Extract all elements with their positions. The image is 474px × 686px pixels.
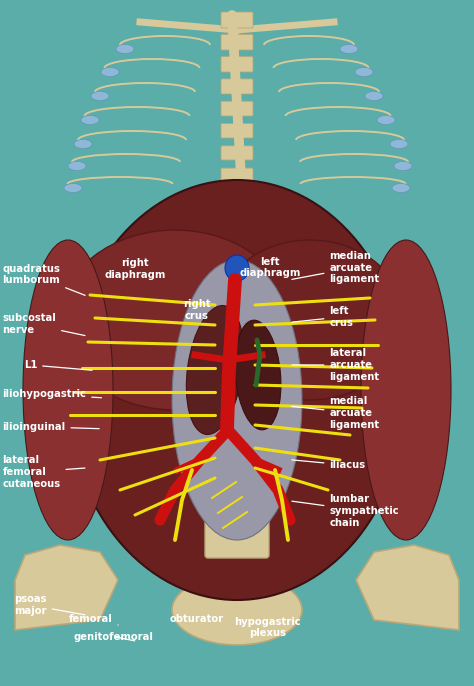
FancyBboxPatch shape [205, 512, 269, 558]
FancyBboxPatch shape [221, 168, 253, 182]
Ellipse shape [172, 260, 302, 540]
Ellipse shape [23, 240, 113, 540]
Ellipse shape [392, 183, 410, 193]
Text: subcostal
nerve: subcostal nerve [2, 313, 85, 335]
Text: iliohypogastric: iliohypogastric [2, 390, 101, 399]
Text: obturator: obturator [170, 614, 224, 624]
FancyBboxPatch shape [221, 146, 253, 160]
Ellipse shape [340, 45, 358, 54]
Text: lumbar
sympathetic
chain: lumbar sympathetic chain [292, 495, 399, 528]
Ellipse shape [361, 240, 451, 540]
FancyBboxPatch shape [221, 34, 253, 50]
Text: left
crus: left crus [292, 306, 353, 328]
FancyBboxPatch shape [221, 57, 253, 72]
Text: iliacus: iliacus [292, 460, 365, 470]
Ellipse shape [68, 161, 86, 171]
Ellipse shape [225, 255, 249, 281]
Ellipse shape [60, 230, 290, 410]
Ellipse shape [186, 305, 244, 434]
Ellipse shape [116, 45, 134, 54]
Ellipse shape [355, 67, 373, 77]
Ellipse shape [377, 115, 395, 124]
Text: lateral
femoral
cutaneous: lateral femoral cutaneous [2, 456, 85, 488]
FancyBboxPatch shape [221, 12, 253, 28]
Ellipse shape [91, 91, 109, 101]
Ellipse shape [172, 575, 302, 645]
Ellipse shape [64, 183, 82, 193]
Text: femoral: femoral [69, 614, 118, 625]
Text: right
crus: right crus [183, 299, 210, 321]
FancyBboxPatch shape [221, 123, 253, 138]
Ellipse shape [74, 139, 92, 148]
Ellipse shape [215, 240, 405, 400]
Text: hypogastric
plexus: hypogastric plexus [235, 617, 301, 639]
Text: psoas
major: psoas major [14, 594, 85, 616]
Text: medial
arcuate
ligament: medial arcuate ligament [292, 397, 380, 429]
Ellipse shape [81, 115, 99, 124]
Text: ilioinguinal: ilioinguinal [2, 422, 99, 431]
Text: median
arcuate
ligament: median arcuate ligament [292, 251, 380, 284]
Text: lateral
arcuate
ligament: lateral arcuate ligament [292, 348, 380, 381]
Text: quadratus
lumborum: quadratus lumborum [2, 263, 85, 296]
Text: L1: L1 [24, 360, 92, 370]
Ellipse shape [67, 180, 407, 600]
Polygon shape [15, 545, 118, 630]
FancyBboxPatch shape [221, 102, 253, 116]
Polygon shape [356, 545, 459, 630]
Ellipse shape [101, 67, 119, 77]
Text: genitofemoral: genitofemoral [73, 632, 154, 641]
Ellipse shape [235, 320, 281, 430]
Text: right
diaphragm: right diaphragm [104, 258, 166, 280]
Text: left
diaphragm: left diaphragm [239, 257, 301, 279]
FancyBboxPatch shape [221, 79, 253, 94]
Ellipse shape [365, 91, 383, 101]
Ellipse shape [390, 139, 408, 148]
Ellipse shape [394, 161, 412, 171]
